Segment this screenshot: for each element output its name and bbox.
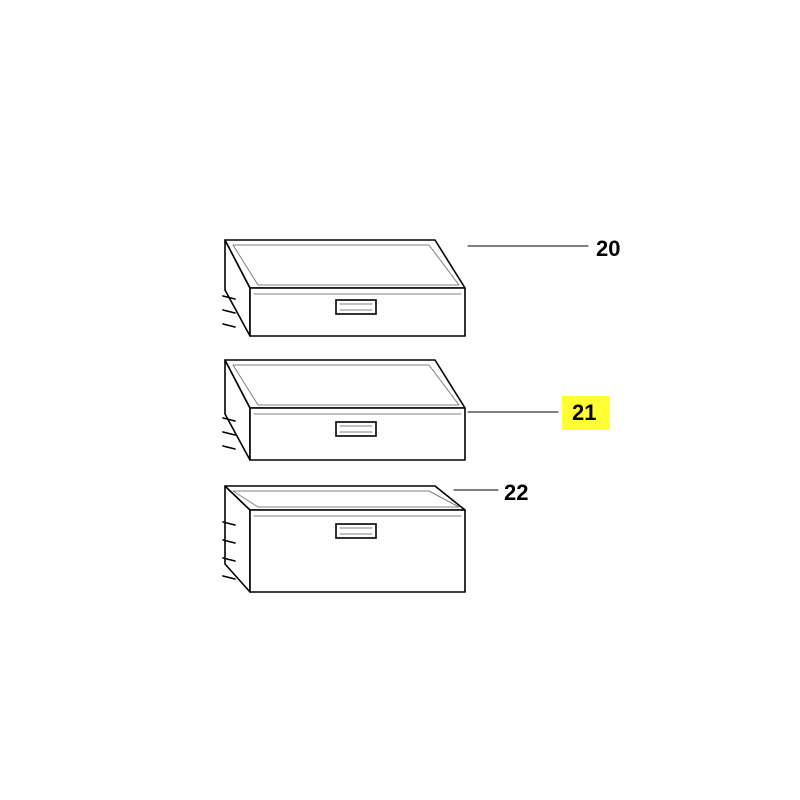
drawer-top: [223, 240, 465, 336]
callout-top: 20: [596, 236, 620, 262]
drawer-middle: [223, 360, 465, 460]
callout-middle: 21: [562, 396, 610, 430]
callout-bottom: 22: [504, 480, 528, 506]
drawer-bottom: [223, 486, 465, 592]
diagram-svg: [0, 0, 800, 800]
diagram-stage: 20 21 22: [0, 0, 800, 800]
